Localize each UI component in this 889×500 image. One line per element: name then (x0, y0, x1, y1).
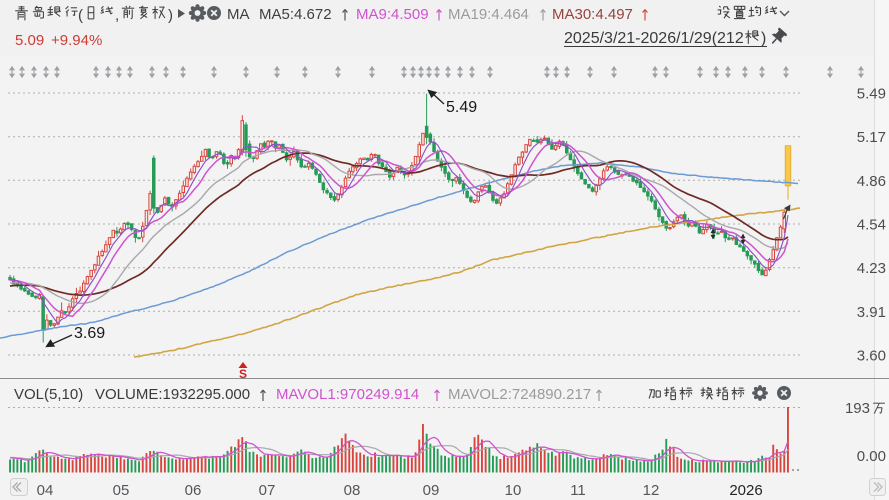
svg-text:3.91: 3.91 (857, 304, 886, 321)
svg-text:3.69: 3.69 (74, 325, 105, 342)
svg-text:05: 05 (113, 482, 130, 499)
svg-text:4.23: 4.23 (857, 260, 886, 277)
svg-text:07: 07 (259, 482, 276, 499)
svg-text:10: 10 (505, 482, 522, 499)
svg-text:04: 04 (37, 482, 54, 499)
svg-text:): ) (168, 7, 173, 24)
svg-text:S: S (239, 367, 247, 381)
svg-text:MA5:4.672: MA5:4.672 (259, 6, 332, 23)
svg-text:VOL(5,10): VOL(5,10) (14, 386, 83, 403)
svg-text:06: 06 (185, 482, 202, 499)
svg-text:0.00: 0.00 (857, 448, 886, 465)
svg-text:,: , (115, 7, 119, 24)
svg-text:12: 12 (643, 482, 660, 499)
svg-text:(: ( (78, 7, 83, 24)
svg-text:+9.94%: +9.94% (51, 32, 102, 49)
svg-text:MA19:4.464: MA19:4.464 (448, 6, 529, 23)
svg-text:11: 11 (570, 482, 586, 499)
svg-text:08: 08 (344, 482, 361, 499)
svg-text:193: 193 (845, 400, 870, 417)
svg-text:5.17: 5.17 (857, 129, 886, 146)
svg-text:4.86: 4.86 (857, 173, 886, 190)
svg-text:3.60: 3.60 (857, 348, 886, 365)
svg-text:): ) (761, 30, 766, 47)
svg-text:09: 09 (423, 482, 440, 499)
svg-text:MA: MA (227, 6, 250, 23)
svg-text:5.09: 5.09 (15, 32, 44, 49)
svg-text:MAVOL1:970249.914: MAVOL1:970249.914 (276, 386, 419, 403)
svg-text:MAVOL2:724890.217: MAVOL2:724890.217 (448, 386, 591, 403)
svg-text:5.49: 5.49 (446, 99, 477, 116)
svg-text:4.54: 4.54 (857, 217, 886, 234)
svg-text:2026: 2026 (729, 482, 762, 499)
svg-text:VOLUME:1932295.000: VOLUME:1932295.000 (95, 386, 250, 403)
svg-text:MA30:4.497: MA30:4.497 (552, 6, 633, 23)
svg-text:2025/3/21-2026/1/29(212: 2025/3/21-2026/1/29(212 (564, 30, 744, 47)
svg-text:MA9:4.509: MA9:4.509 (356, 6, 429, 23)
svg-text:5.49: 5.49 (857, 86, 886, 103)
